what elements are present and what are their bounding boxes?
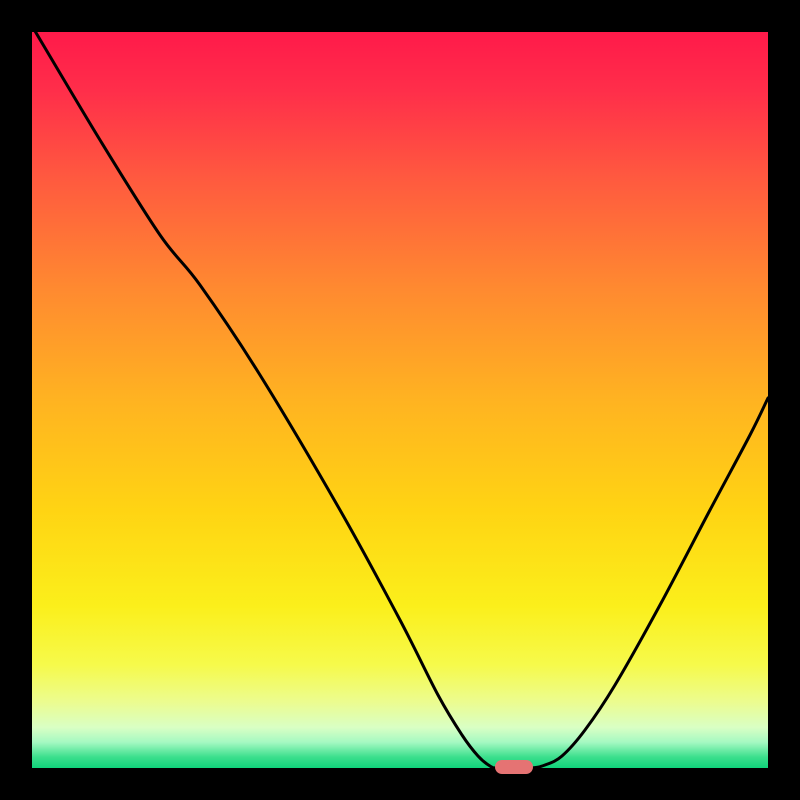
- plot-background: [32, 32, 768, 768]
- bottleneck-chart-svg: [0, 0, 800, 800]
- optimal-marker: [495, 760, 533, 774]
- figure-root: TheBottleneck.com: [0, 0, 800, 800]
